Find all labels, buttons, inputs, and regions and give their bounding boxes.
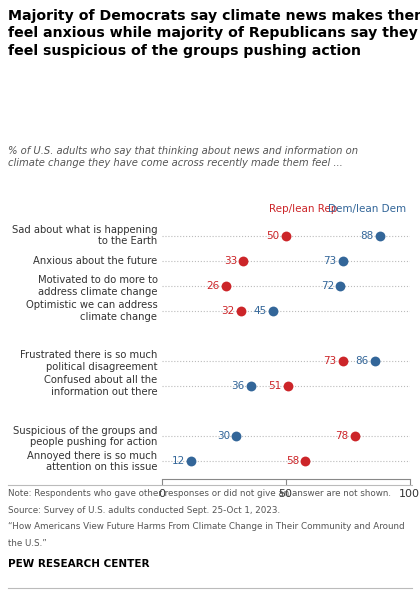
Point bbox=[339, 256, 346, 265]
Text: Optimistic we can address
climate change: Optimistic we can address climate change bbox=[26, 300, 158, 322]
Text: 78: 78 bbox=[336, 431, 349, 441]
Point bbox=[238, 306, 244, 316]
Text: Note: Respondents who gave other responses or did not give an answer are not sho: Note: Respondents who gave other respons… bbox=[8, 489, 391, 498]
Text: Motivated to do more to
address climate change: Motivated to do more to address climate … bbox=[37, 275, 158, 297]
Point bbox=[352, 431, 358, 441]
Text: 88: 88 bbox=[360, 231, 373, 240]
Point bbox=[285, 381, 291, 391]
Text: Anxious about the future: Anxious about the future bbox=[33, 256, 158, 266]
Text: 72: 72 bbox=[321, 281, 334, 291]
Point bbox=[302, 456, 309, 466]
Point bbox=[282, 231, 289, 240]
Text: Sad about what is happening
to the Earth: Sad about what is happening to the Earth bbox=[12, 225, 157, 246]
Text: 30: 30 bbox=[217, 431, 230, 441]
Text: “How Americans View Future Harms From Climate Change in Their Community and Arou: “How Americans View Future Harms From Cl… bbox=[8, 522, 405, 531]
Text: 73: 73 bbox=[323, 256, 336, 266]
Text: 58: 58 bbox=[286, 456, 299, 466]
Text: Source: Survey of U.S. adults conducted Sept. 25-Oct 1, 2023.: Source: Survey of U.S. adults conducted … bbox=[8, 506, 281, 515]
Point bbox=[233, 431, 239, 441]
Point bbox=[188, 456, 195, 466]
Text: Dem/lean Dem: Dem/lean Dem bbox=[328, 204, 407, 214]
Text: 51: 51 bbox=[269, 381, 282, 391]
Text: 86: 86 bbox=[355, 356, 369, 366]
Text: 73: 73 bbox=[323, 356, 336, 366]
Text: 45: 45 bbox=[254, 306, 267, 316]
Text: 36: 36 bbox=[231, 381, 245, 391]
Text: 33: 33 bbox=[224, 256, 237, 266]
Text: 50: 50 bbox=[266, 231, 279, 240]
Point bbox=[240, 256, 247, 265]
Point bbox=[223, 281, 229, 290]
Text: 32: 32 bbox=[222, 306, 235, 316]
Point bbox=[371, 356, 378, 366]
Text: the U.S.”: the U.S.” bbox=[8, 539, 47, 548]
Text: Majority of Democrats say climate news makes them
feel anxious while majority of: Majority of Democrats say climate news m… bbox=[8, 9, 420, 58]
Text: % of U.S. adults who say that thinking about news and information on
climate cha: % of U.S. adults who say that thinking a… bbox=[8, 146, 359, 168]
Point bbox=[270, 306, 277, 316]
Point bbox=[339, 356, 346, 366]
Text: Rep/lean Rep: Rep/lean Rep bbox=[269, 204, 337, 214]
Text: 12: 12 bbox=[172, 456, 185, 466]
Text: Annoyed there is so much
attention on this issue: Annoyed there is so much attention on th… bbox=[27, 450, 158, 472]
Point bbox=[337, 281, 344, 290]
Text: 26: 26 bbox=[207, 281, 220, 291]
Text: PEW RESEARCH CENTER: PEW RESEARCH CENTER bbox=[8, 559, 150, 569]
Text: Frustrated there is so much
political disagreement: Frustrated there is so much political di… bbox=[20, 350, 158, 372]
Point bbox=[247, 381, 254, 391]
Text: Confused about all the
information out there: Confused about all the information out t… bbox=[44, 375, 158, 397]
Text: Suspicious of the groups and
people pushing for action: Suspicious of the groups and people push… bbox=[13, 425, 158, 447]
Point bbox=[376, 231, 383, 240]
